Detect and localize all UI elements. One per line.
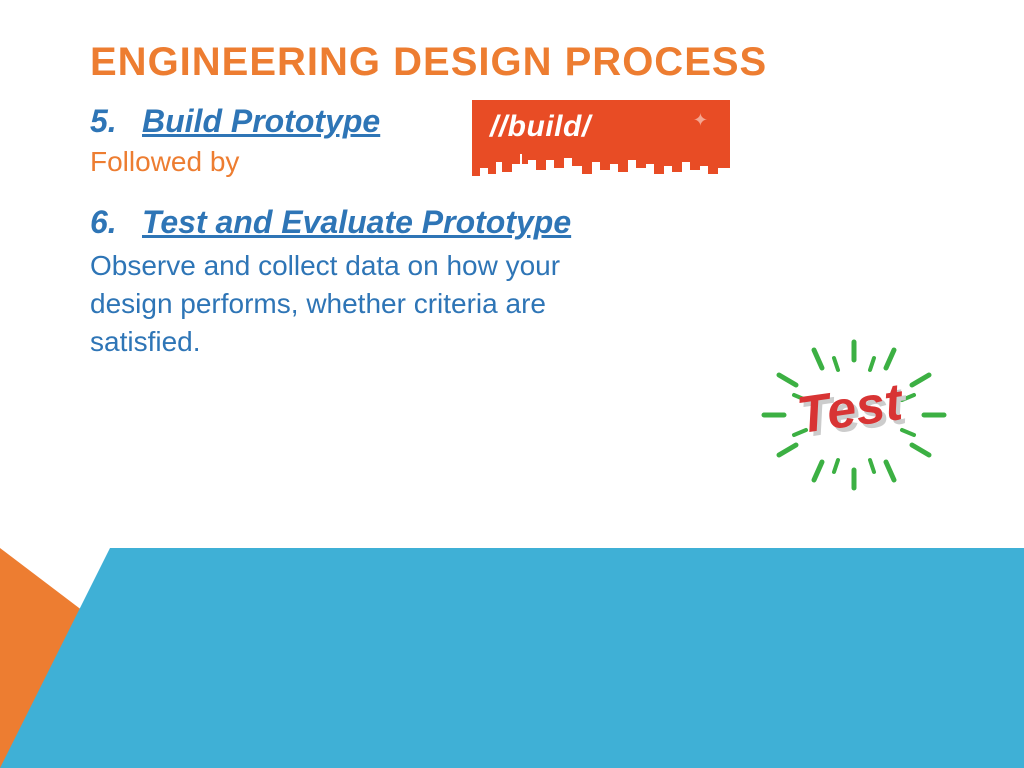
page-title: ENGINEERING DESIGN PROCESS	[90, 40, 934, 85]
step-6-number: 6.	[90, 204, 130, 241]
test-graphic: Test Test	[744, 330, 964, 500]
step-5-number: 5.	[90, 103, 130, 140]
skyline-icon	[472, 154, 730, 188]
step-5-label: Build Prototype	[142, 103, 380, 140]
sparkle-icon: ✦	[693, 110, 708, 131]
step-6-label: Test and Evaluate Prototype	[142, 204, 571, 241]
build-badge: //build/ ✦	[472, 100, 730, 188]
build-badge-text: //build/	[490, 110, 591, 144]
step-6: 6. Test and Evaluate Prototype	[90, 204, 934, 241]
footer-decoration	[0, 548, 1024, 768]
body-paragraph: Observe and collect data on how your des…	[90, 247, 630, 360]
